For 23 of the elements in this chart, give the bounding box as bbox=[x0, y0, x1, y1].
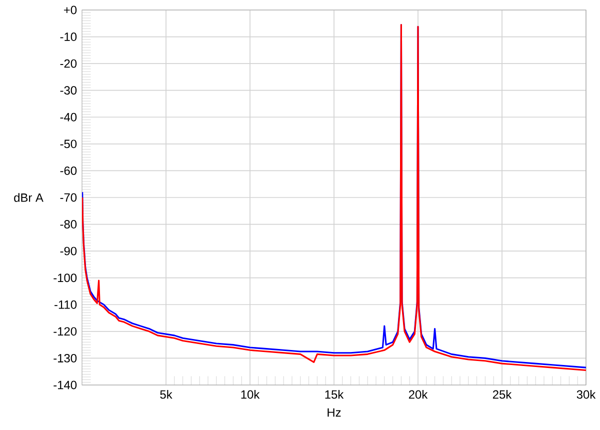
x-tick-label: 30k bbox=[576, 390, 596, 399]
x-tick-label: 5k bbox=[160, 390, 172, 399]
x-tick-label: 10k bbox=[241, 390, 260, 399]
y-tick-label: -70 bbox=[60, 193, 77, 202]
y-tick-label: -100 bbox=[54, 274, 77, 282]
x-tick-label: 15k bbox=[325, 390, 344, 399]
x-tick-label: 20k bbox=[408, 390, 428, 399]
y-tick-label: -40 bbox=[60, 112, 77, 122]
y-tick-label: -20 bbox=[60, 59, 77, 68]
y-tick-label: -140 bbox=[54, 380, 77, 390]
y-tick-label: +0 bbox=[64, 6, 77, 14]
y-tick-label: -110 bbox=[54, 300, 77, 309]
y-tick-label: -120 bbox=[54, 327, 77, 336]
y-tick-label: -80 bbox=[60, 220, 77, 228]
y-tick-label: -90 bbox=[60, 246, 77, 256]
y-tick-label: -130 bbox=[54, 354, 77, 362]
x-axis-title: Hz bbox=[328, 408, 341, 417]
x-tick-label: 25k bbox=[492, 390, 512, 399]
y-axis-title: dBr A bbox=[14, 193, 44, 202]
y-tick-label: -60 bbox=[60, 166, 77, 175]
y-tick-label: -10 bbox=[60, 32, 77, 41]
y-tick-label: -50 bbox=[60, 140, 77, 148]
y-tick-label: -30 bbox=[60, 86, 77, 95]
